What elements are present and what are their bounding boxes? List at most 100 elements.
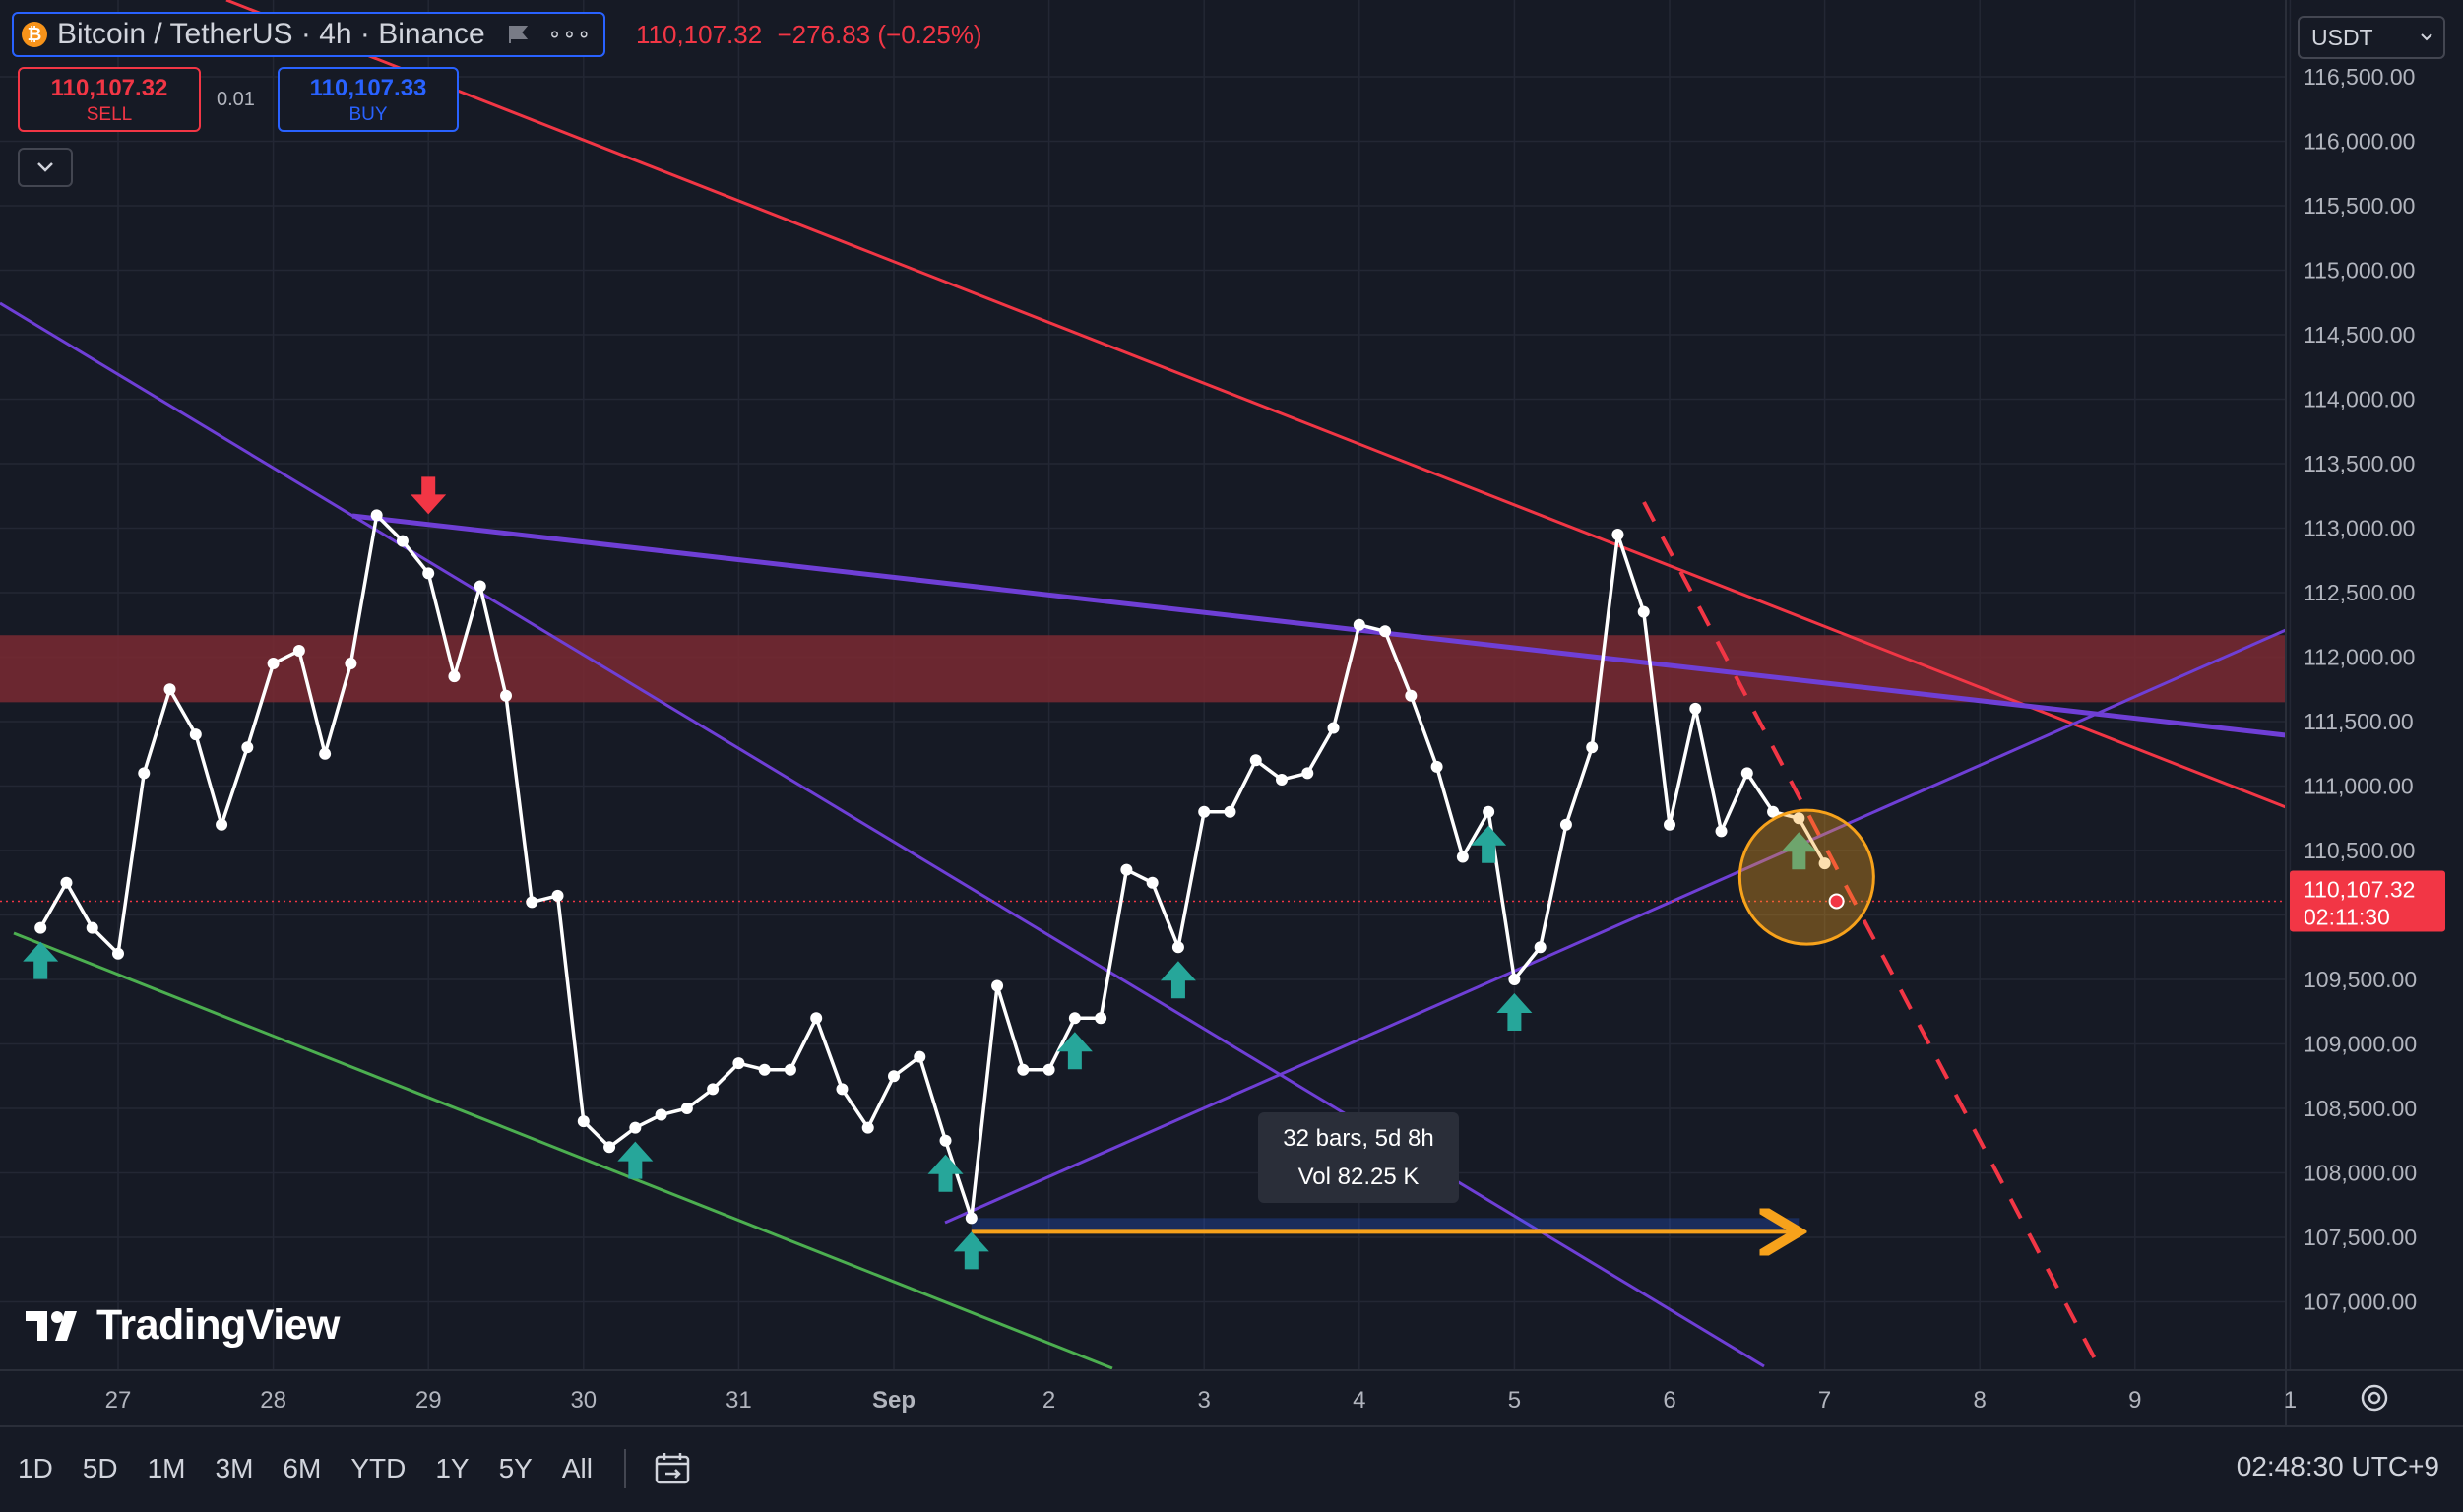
data-point [810,1012,823,1025]
x-tick-label: 6 [1663,1387,1675,1414]
purple-descending-trendline-flat [351,513,2287,738]
sell-price: 110,107.32 [50,75,168,101]
date-range-calendar-icon[interactable] [654,1450,691,1487]
data-point [991,979,1004,992]
data-point [474,580,486,593]
data-point [163,683,176,696]
data-point [319,747,332,760]
data-point [629,1121,642,1134]
range-button-5y[interactable]: 5Y [498,1453,533,1483]
range-button-1m[interactable]: 1M [147,1453,186,1483]
data-point [60,876,73,889]
buy-signal-arrow-icon [1160,961,1196,999]
data-point [1017,1063,1030,1076]
x-tick-label: 4 [1353,1387,1365,1414]
measure-volume-text: Vol 82.25 K [1298,1164,1420,1190]
last-price-marker [1828,893,1845,910]
data-point [1637,605,1650,618]
sell-button[interactable]: 110,107.32 SELL [18,67,201,132]
data-point [939,1134,952,1147]
data-point [1818,857,1831,870]
buy-label: BUY [348,104,388,125]
buy-signal-arrow-icon [1056,1032,1093,1070]
range-button-1d[interactable]: 1D [18,1453,53,1483]
bar-countdown-label: 02:11:30 [2304,904,2390,929]
data-point [1042,1063,1055,1076]
data-point [500,689,512,702]
sell-label: SELL [86,104,133,125]
data-point [1534,941,1547,954]
price-chart[interactable]: 32 bars, 5d 8h Vol 82.25 K 116,500.00 116… [0,0,2463,1425]
flag-icon[interactable] [507,24,529,45]
buy-price: 110,107.33 [309,75,427,101]
clock: 02:48:30 UTC+9 [2236,1451,2439,1481]
bottom-toolbar: 1D 5D 1M 3M 6M YTD 1Y 5Y All 02:48:30 UTC+9 [0,1425,2463,1512]
data-point [1586,741,1599,754]
y-tick-label: 116,000.00 [2304,129,2415,155]
more-options-icon[interactable]: ∘∘∘ [547,22,592,46]
data-point [732,1057,745,1070]
green-support-trendline [13,931,1113,1370]
data-point [34,921,47,934]
y-tick-label: 111,500.00 [2304,709,2414,734]
price-change-readout: 110,107.32 −276.83 (−0.25%) [636,20,982,50]
data-point [1559,818,1572,831]
range-button-1y[interactable]: 1Y [435,1453,470,1483]
buy-button[interactable]: 110,107.33 BUY [278,67,459,132]
red-dashed-projection [1642,501,2101,1367]
current-price-label-bg [2290,870,2445,932]
data-point [1249,754,1262,767]
x-tick-label: 8 [1974,1387,1987,1414]
data-point [1405,689,1418,702]
data-point [707,1083,720,1096]
range-button-3m[interactable]: 3M [215,1453,254,1483]
range-button-6m[interactable]: 6M [283,1453,322,1483]
y-tick-label: 107,500.00 [2304,1225,2417,1250]
buy-signal-arrow-icon [617,1141,654,1179]
range-button-all[interactable]: All [561,1453,593,1483]
data-point [345,658,357,670]
data-point [603,1141,616,1154]
buy-signal-arrow-icon [927,1154,964,1192]
data-point [1611,529,1624,541]
y-tick-label: 111,000.00 [2304,774,2414,799]
spread-value: 0.01 [217,89,255,110]
symbol-header[interactable]: ₿ Bitcoin / TetherUS · 4h · Binance ∘∘∘ [12,12,605,57]
last-price-readout: 110,107.32 [636,20,763,49]
data-point [1767,805,1780,818]
data-point [1353,618,1365,631]
data-point [138,767,151,780]
data-point [655,1108,667,1121]
range-button-5d[interactable]: 5D [82,1453,118,1483]
data-point [1301,767,1314,780]
data-point [396,535,409,547]
buy-signal-arrow-icon [1781,832,1817,870]
data-point [914,1050,926,1063]
x-tick-label: 5 [1508,1387,1521,1414]
currency-select[interactable]: USDT [2298,16,2445,59]
data-point [241,741,254,754]
data-point [1224,805,1236,818]
data-point [1664,818,1675,831]
y-tick-label: 115,500.00 [2304,193,2415,219]
x-tick-label: 30 [570,1387,597,1414]
chevron-down-icon [37,162,53,172]
data-point [784,1063,796,1076]
data-point [1068,1012,1081,1025]
x-tick-label: 28 [260,1387,286,1414]
collapse-button[interactable] [18,148,73,187]
measure-range-band [971,1218,1800,1232]
y-tick-label: 112,500.00 [2304,580,2415,605]
x-tick-label: 1 [2284,1387,2297,1414]
x-tick-label: 9 [2128,1387,2141,1414]
y-tick-label: 109,000.00 [2304,1032,2417,1057]
highlight-circle [1737,808,1875,946]
y-tick-label: 113,000.00 [2304,516,2415,541]
data-point [1740,767,1753,780]
x-tick-label: 27 [105,1387,132,1414]
range-button-ytd[interactable]: YTD [350,1453,407,1483]
y-tick-label: 107,000.00 [2304,1290,2417,1315]
symbol-title[interactable]: Bitcoin / TetherUS · 4h · Binance [57,18,485,50]
tradingview-logo: TradingView [26,1301,341,1350]
gear-icon[interactable] [2361,1384,2388,1412]
